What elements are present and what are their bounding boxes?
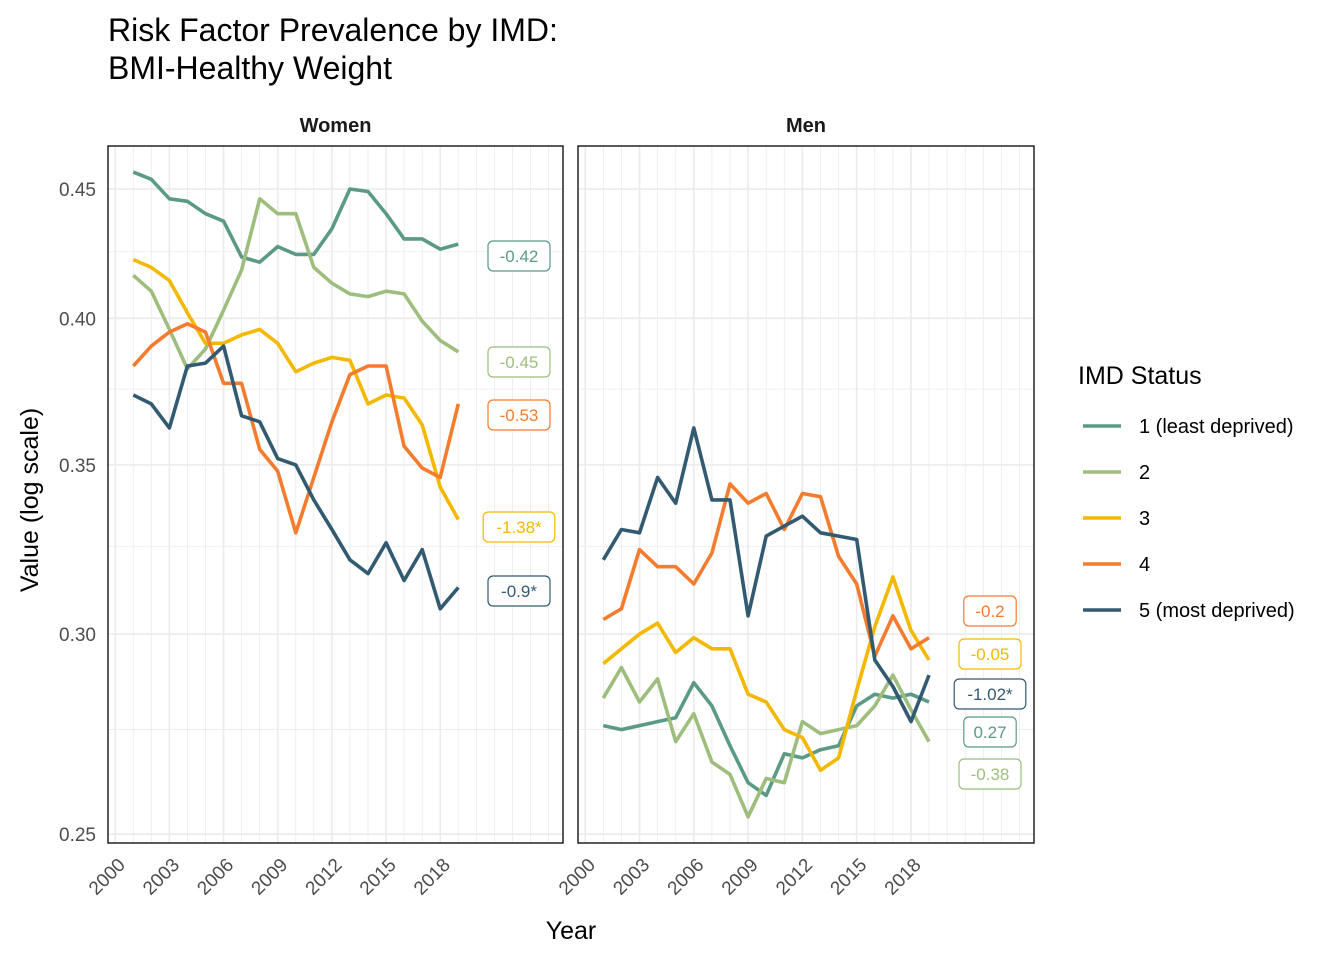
series-end-label: -0.38 (958, 758, 1022, 790)
legend-label: 2 (1139, 462, 1150, 484)
y-tick-label: 0.40 (59, 309, 96, 330)
x-axis-title: Year (546, 917, 597, 945)
x-tick-label: 2003 (609, 855, 654, 900)
series-end-label: -1.02* (953, 678, 1027, 710)
x-tick-label: 2012 (772, 855, 817, 900)
svg-text:0.27: 0.27 (973, 723, 1006, 742)
x-tick-label: 2009 (248, 855, 293, 900)
legend: IMD Status 1 (least deprived) 2 3 4 5 (most … (1078, 362, 1295, 622)
chart-title: Risk Factor Prevalence by IMD: (108, 12, 558, 48)
svg-text:-1.38*: -1.38* (496, 518, 542, 537)
panel-border (107, 145, 564, 844)
svg-text:-0.45: -0.45 (500, 353, 539, 372)
series-end-label: 0.27 (963, 716, 1017, 748)
chart-subtitle: BMI-Healthy Weight (108, 50, 392, 86)
series-end-label: -0.2 (963, 595, 1017, 627)
series-line-imd-1 (602, 680, 930, 798)
legend-label: 4 (1139, 554, 1150, 576)
series-line-imd-1 (132, 170, 459, 265)
x-tick-label: 2006 (193, 855, 238, 900)
series-line-imd-2 (601, 665, 931, 819)
series-line-imd-5 (601, 426, 931, 724)
panel-strip-label: Women (300, 115, 372, 137)
y-axis-title: Value (log scale) (16, 408, 44, 592)
svg-text:-0.2: -0.2 (975, 602, 1004, 621)
x-tick-label: 2000 (85, 855, 130, 900)
x-tick-label: 2015 (827, 855, 872, 900)
series-end-label: -1.38* (482, 511, 556, 543)
panel-men: Men 2000 2003 2006 2009 2012 2015 2018 0.27 -0.38… (555, 115, 1035, 900)
x-tick-label: 2018 (410, 855, 455, 900)
panel-border (577, 145, 1035, 844)
series-line-imd-3 (602, 575, 931, 773)
x-tick-label: 2018 (881, 855, 926, 900)
x-tick-label: 2000 (555, 855, 600, 900)
panel-women: Women 0.25 0.30 0.35 0.40 0.45 2000 2003 2006 200… (59, 115, 564, 900)
x-tick-label: 2015 (356, 855, 401, 900)
y-tick-label: 0.45 (59, 180, 96, 201)
series-end-label: -0.9* (487, 575, 551, 607)
series-line-imd-5 (132, 344, 460, 611)
legend-label: 1 (least deprived) (1139, 416, 1294, 438)
series-end-label: -0.42 (487, 240, 551, 272)
legend-label: 5 (most deprived) (1139, 600, 1295, 622)
legend-label: 3 (1139, 508, 1150, 530)
y-tick-label: 0.30 (59, 625, 96, 646)
svg-text:-0.53: -0.53 (500, 406, 539, 425)
svg-text:-0.9*: -0.9* (501, 582, 537, 601)
legend-title: IMD Status (1078, 362, 1202, 390)
x-tick-label: 2009 (718, 855, 763, 900)
svg-text:-1.02*: -1.02* (967, 685, 1013, 704)
series-end-label: -0.45 (487, 346, 551, 378)
x-tick-label: 2012 (302, 855, 347, 900)
series-end-label: -0.53 (487, 399, 551, 431)
series-end-label: -0.05 (958, 638, 1022, 670)
svg-text:-0.05: -0.05 (971, 645, 1010, 664)
x-tick-label: 2006 (664, 855, 709, 900)
svg-text:-0.42: -0.42 (500, 247, 539, 266)
y-tick-label: 0.25 (59, 825, 96, 846)
x-tick-label: 2003 (139, 855, 184, 900)
svg-text:-0.38: -0.38 (971, 765, 1010, 784)
series-line-imd-4 (131, 321, 461, 535)
series-line-imd-3 (132, 257, 460, 521)
panel-strip-label: Men (786, 115, 826, 137)
y-tick-label: 0.35 (59, 456, 96, 477)
